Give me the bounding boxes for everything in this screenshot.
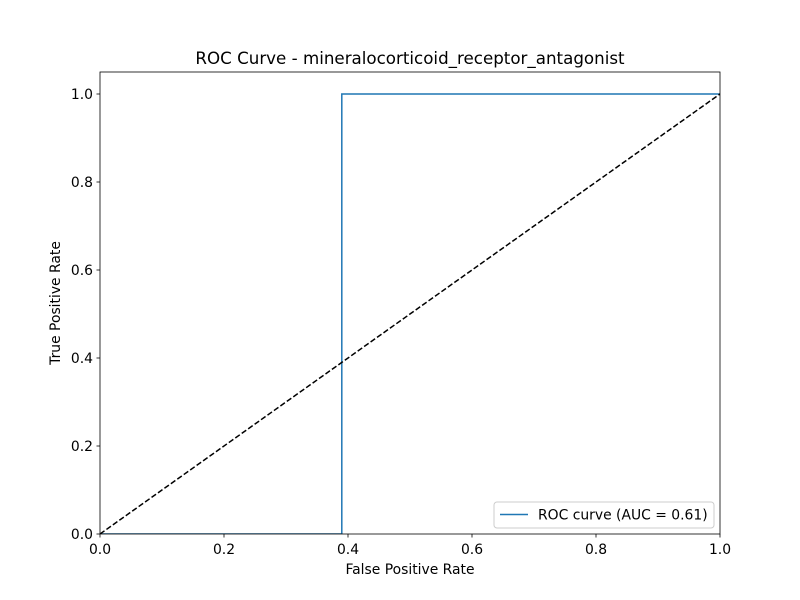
y-tick-label: 0.2: [71, 439, 93, 455]
x-axis-label: False Positive Rate: [345, 562, 474, 578]
y-tick-label: 1.0: [71, 87, 93, 103]
chance-diagonal-line: [100, 93, 720, 534]
x-tick-label: 0.8: [585, 542, 607, 558]
plot-area: 0.0 0.2 0.4 0.6 0.8 1.0 0.0 0.2 0.4 0.6 0.8 1.0: [71, 71, 731, 558]
axes-frame: [99, 71, 721, 535]
chart-title: ROC Curve - mineralocorticoid_receptor_a…: [195, 48, 625, 69]
y-tick-label: 0.0: [71, 527, 93, 543]
y-tick-label: 0.6: [71, 263, 93, 279]
y-axis-label: True Positive Rate: [48, 241, 64, 366]
x-tick-label: 0.6: [461, 542, 483, 558]
y-tick-label: 0.4: [71, 351, 93, 367]
x-tick-label: 0.2: [213, 542, 235, 558]
legend-frame: [493, 501, 715, 529]
legend: ROC curve (AUC = 0.61): [493, 501, 715, 529]
legend-roc-label: ROC curve (AUC = 0.61): [538, 508, 708, 524]
roc-curve-line: [100, 93, 720, 534]
x-tick-label: 0.0: [89, 542, 111, 558]
y-tick-label: 0.8: [71, 175, 93, 191]
x-tick-label: 1.0: [709, 542, 731, 558]
x-tick-label: 0.4: [337, 542, 359, 558]
